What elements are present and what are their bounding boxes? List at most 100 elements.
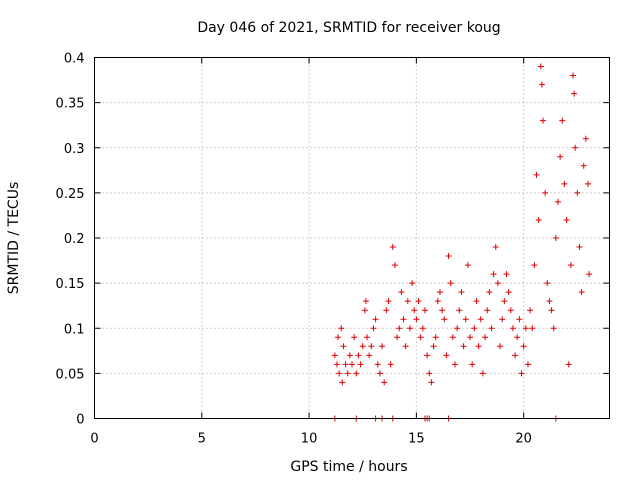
data-point [339,379,346,386]
data-point [529,325,536,332]
y-tick-label: 0.15 [56,277,85,292]
data-point [428,379,435,386]
data-point [436,289,443,296]
data-point [527,307,534,314]
data-point [559,117,566,124]
data-point [467,334,474,341]
data-point [484,307,491,314]
x-tick-label: 15 [408,432,425,447]
data-point [509,325,516,332]
data-point [561,180,568,187]
data-point [542,189,549,196]
x-tick-label: 20 [515,432,532,447]
data-point [351,334,358,341]
data-point [456,307,463,314]
data-point [381,379,388,386]
data-point [571,90,578,97]
data-point [372,316,379,323]
data-point [385,298,392,305]
data-point [512,352,519,359]
data-point [404,298,411,305]
data-point [555,198,561,205]
data-point [473,298,480,305]
data-point [522,325,529,332]
data-point [400,316,407,323]
x-axis-label: GPS time / hours [290,459,407,475]
data-point [333,361,340,368]
data-point [353,370,360,377]
data-point [505,289,512,296]
data-point [585,180,592,187]
data-point [355,352,362,359]
data-point [524,361,531,368]
data-point [424,352,431,359]
data-point [338,325,345,332]
data-point [445,253,452,260]
data-point [499,316,506,323]
data-point [432,334,439,341]
data-point [477,316,484,323]
data-point [531,262,538,269]
data-point [462,316,469,323]
data-point [490,271,497,278]
data-point [441,316,448,323]
y-tick-label: 0.35 [56,97,85,112]
data-point [434,298,441,305]
data-point [535,216,542,223]
data-point [494,280,501,287]
data-point [409,280,416,287]
data-point [421,307,428,314]
y-axis-label: SRMTID / TECUs [6,182,22,295]
data-point [471,325,478,332]
data-point [475,343,482,350]
data-point [366,352,373,359]
data-point [362,298,369,305]
data-point [488,325,495,332]
data-point [454,325,461,332]
data-point [497,343,504,350]
data-point [359,343,366,350]
axis-ticks: 0 0.05 0.1 0.15 0.2 0.25 0.3 0.35 0.4 0 5 10 15 20 [56,52,610,447]
data-point [336,370,343,377]
y-tick-label: 0.4 [64,52,85,67]
data-point [361,307,368,314]
data-points [331,63,593,422]
data-point [492,244,499,251]
data-point [394,334,401,341]
data-point [514,334,521,341]
plot-frame [94,57,610,419]
y-tick-label: 0.2 [64,232,85,247]
y-tick-label: 0.1 [64,322,85,337]
data-point [357,361,364,368]
data-point [374,361,381,368]
data-point [578,289,585,296]
data-point [344,370,351,377]
data-point [567,262,574,269]
y-tick-label: 0.3 [64,142,85,157]
data-point [586,271,593,278]
data-point [539,117,546,124]
data-point [516,316,523,323]
data-point [419,325,426,332]
data-point [449,334,456,341]
data-point [406,325,413,332]
data-point [544,280,551,287]
data-point [557,153,564,160]
data-point [538,81,545,88]
data-point [340,343,347,350]
data-point [501,298,508,305]
data-point [346,352,353,359]
y-tick-label: 0.25 [56,187,85,202]
data-point [391,262,398,269]
data-point [464,262,471,269]
data-point [331,352,338,359]
data-point [570,72,577,79]
data-point [520,343,527,350]
data-point [415,298,422,305]
data-point [574,189,581,196]
data-point [548,307,555,314]
data-point [565,361,572,368]
data-point [417,334,424,341]
data-point [458,289,465,296]
